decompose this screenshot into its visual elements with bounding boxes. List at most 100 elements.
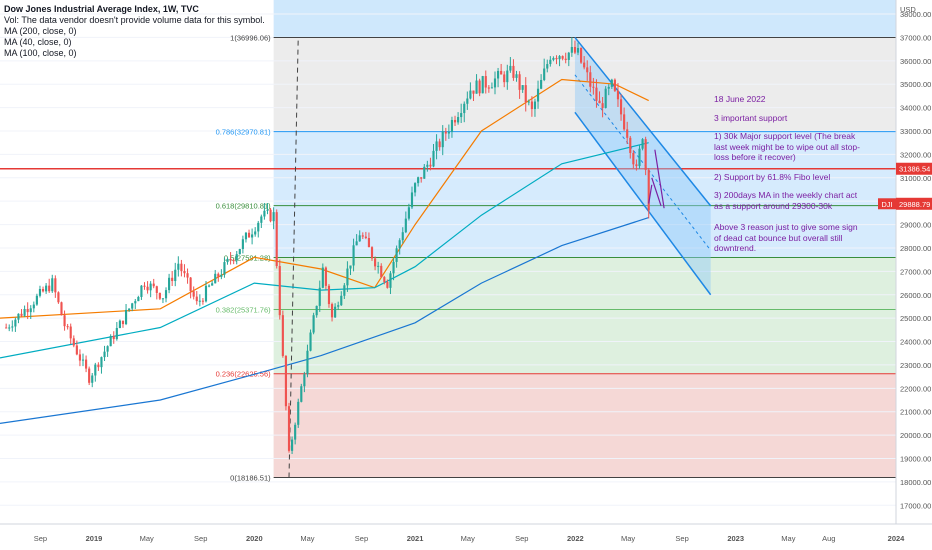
candle-body bbox=[481, 76, 484, 94]
candle-body bbox=[450, 119, 454, 132]
candle-body bbox=[641, 139, 644, 149]
candle-body bbox=[358, 235, 361, 242]
candle-body bbox=[186, 273, 189, 278]
legend-vol: Vol: The data vendor doesn't provide vol… bbox=[4, 15, 265, 25]
y-tick-label: 29000.00 bbox=[900, 221, 931, 230]
candle-body bbox=[312, 315, 315, 333]
x-tick-label: May bbox=[461, 534, 475, 543]
candle-body bbox=[460, 113, 463, 118]
candle-body bbox=[272, 212, 275, 222]
candle-body bbox=[85, 359, 88, 369]
candle-body bbox=[45, 285, 48, 292]
candle-body bbox=[558, 56, 561, 60]
candle-body bbox=[576, 48, 580, 53]
candle-body bbox=[29, 308, 32, 313]
candle-body bbox=[395, 248, 398, 262]
candle-body bbox=[417, 177, 420, 184]
x-tick-label: Sep bbox=[194, 534, 207, 543]
candle-body bbox=[180, 263, 183, 272]
x-tick-label: May bbox=[140, 534, 154, 543]
candle-body bbox=[226, 258, 229, 263]
candle-body bbox=[386, 281, 389, 288]
x-tick-label: 2022 bbox=[567, 534, 584, 543]
candle-body bbox=[204, 285, 208, 302]
fib-label-0.618: 0.618(29810.81) bbox=[216, 202, 272, 211]
candle-body bbox=[88, 368, 91, 383]
candle-body bbox=[263, 210, 266, 217]
fib-label-1: 1(36996.06) bbox=[230, 34, 271, 43]
channel-lower bbox=[574, 111, 712, 296]
price-tag-bg bbox=[878, 198, 896, 210]
legend-ma100: MA (100, close, 0) bbox=[4, 48, 77, 58]
candle-body bbox=[638, 148, 641, 167]
candle-body bbox=[321, 267, 324, 288]
candle-body bbox=[506, 70, 509, 83]
candle-body bbox=[174, 269, 177, 282]
fib-label-0.786: 0.786(32970.81) bbox=[216, 128, 272, 137]
currency-label: USD bbox=[900, 5, 916, 14]
candle-body bbox=[509, 65, 512, 71]
candle-body bbox=[146, 286, 149, 291]
candle-body bbox=[392, 261, 395, 274]
candle-body bbox=[247, 232, 251, 238]
candle-body bbox=[94, 364, 97, 376]
candle-body bbox=[41, 289, 45, 292]
x-tick-label: May bbox=[300, 534, 314, 543]
candle-body bbox=[469, 90, 472, 99]
y-tick-label: 33000.00 bbox=[900, 127, 931, 136]
candle-body bbox=[177, 263, 180, 270]
candle-body bbox=[349, 265, 352, 269]
candle-body bbox=[420, 177, 423, 179]
note-date: 18 June 2022 bbox=[714, 94, 766, 104]
candle-body bbox=[334, 306, 337, 318]
candle-body bbox=[291, 439, 294, 451]
candle-body bbox=[327, 285, 331, 305]
candle-body bbox=[143, 285, 146, 287]
candle-body bbox=[235, 254, 238, 261]
candle-body bbox=[423, 166, 426, 179]
candle-body bbox=[552, 58, 555, 60]
candle-body bbox=[318, 287, 321, 306]
y-tick-label: 23000.00 bbox=[900, 361, 931, 370]
channel-fill bbox=[574, 37, 711, 295]
candle-body bbox=[343, 285, 346, 296]
channel-mid bbox=[574, 74, 712, 251]
note-heading: 3 important support bbox=[714, 113, 788, 123]
time-axis-bg bbox=[0, 524, 932, 550]
candle-body bbox=[521, 85, 524, 90]
candle-body bbox=[438, 141, 441, 148]
ma100-line bbox=[0, 142, 649, 359]
y-tick-label: 36000.00 bbox=[900, 57, 931, 66]
candle-body bbox=[503, 74, 506, 83]
ma200-line bbox=[0, 217, 649, 424]
candle-body bbox=[567, 52, 570, 60]
candle-body bbox=[546, 64, 549, 69]
chart-legend: Dow Jones Industrial Average Index, 1W, … bbox=[4, 4, 265, 59]
candle-body bbox=[131, 303, 134, 309]
candle-body bbox=[426, 164, 429, 167]
x-tick-label: Sep bbox=[515, 534, 528, 543]
candle-body bbox=[229, 258, 232, 261]
candle-body bbox=[140, 285, 143, 297]
candle-body bbox=[564, 58, 567, 60]
candle-body bbox=[493, 78, 497, 88]
candle-body bbox=[5, 327, 8, 329]
candle-body bbox=[595, 87, 598, 101]
y-tick-label: 17000.00 bbox=[900, 501, 931, 510]
x-tick-label: Sep bbox=[675, 534, 688, 543]
x-tick-label: 2024 bbox=[888, 534, 906, 543]
candle-body bbox=[112, 336, 115, 340]
candle-body bbox=[51, 278, 54, 292]
candle-body bbox=[183, 271, 186, 274]
price-axis-bg bbox=[896, 0, 932, 550]
candle-body bbox=[592, 86, 595, 88]
x-tick-label: 2023 bbox=[727, 534, 744, 543]
candle-body bbox=[383, 277, 386, 282]
candle-body bbox=[530, 101, 533, 110]
candle-body bbox=[540, 79, 543, 89]
candle-body bbox=[580, 48, 583, 63]
candle-body bbox=[192, 291, 195, 297]
projection-arrow-3 bbox=[654, 149, 665, 209]
candle-body bbox=[54, 278, 57, 293]
